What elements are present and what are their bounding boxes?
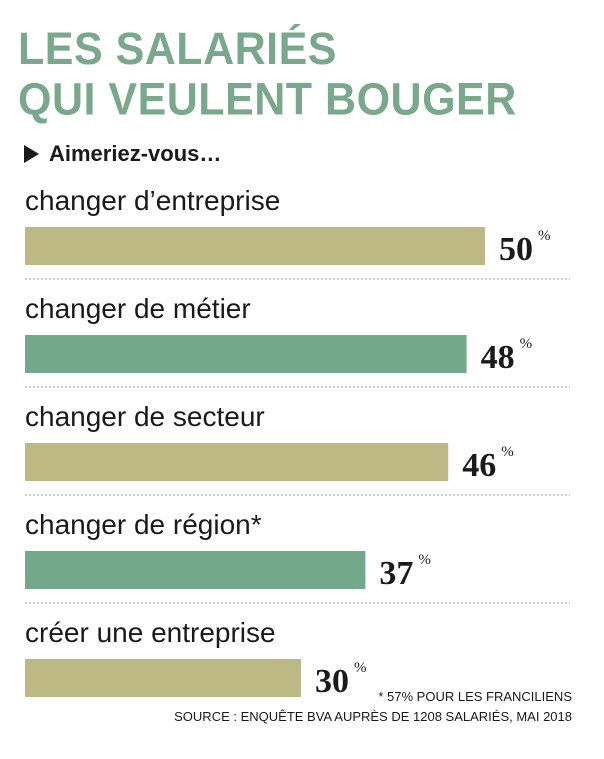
- percent-sign: %: [520, 336, 533, 352]
- category-label: changer d’entreprise: [25, 185, 280, 216]
- bar: [25, 227, 485, 265]
- percent-sign: %: [501, 444, 514, 460]
- source-note: SOURCE : ENQUÊTE BVA AUPRÈS DE 1208 SALA…: [174, 709, 572, 724]
- percent-sign: %: [538, 228, 551, 244]
- category-label: changer de région*: [25, 509, 262, 540]
- chart-subtitle: Aimeriez-vous…: [24, 141, 221, 167]
- value-label: 37: [379, 555, 413, 592]
- bar: [25, 659, 301, 697]
- bar: [25, 443, 449, 481]
- value-label: 48: [481, 339, 515, 376]
- bar: [25, 551, 366, 589]
- category-label: changer de secteur: [25, 401, 265, 432]
- category-label: créer une entreprise: [25, 617, 276, 648]
- value-label: 30: [315, 663, 349, 700]
- value-label: 50: [499, 231, 533, 268]
- percent-sign: %: [354, 660, 367, 676]
- value-label: 46: [462, 447, 496, 484]
- bar: [25, 335, 467, 373]
- percent-sign: %: [418, 552, 431, 568]
- title-line-2: QUI VEULENT BOUGER: [18, 74, 517, 125]
- category-label: changer de métier: [25, 293, 251, 324]
- chart-title: LES SALARIÉS QUI VEULENT BOUGER: [18, 24, 578, 125]
- play-triangle-icon: [24, 145, 39, 163]
- footnote: * 57% POUR LES FRANCILIENS: [378, 689, 572, 704]
- subtitle-text: Aimeriez-vous…: [49, 141, 222, 166]
- title-line-1: LES SALARIÉS: [18, 24, 337, 75]
